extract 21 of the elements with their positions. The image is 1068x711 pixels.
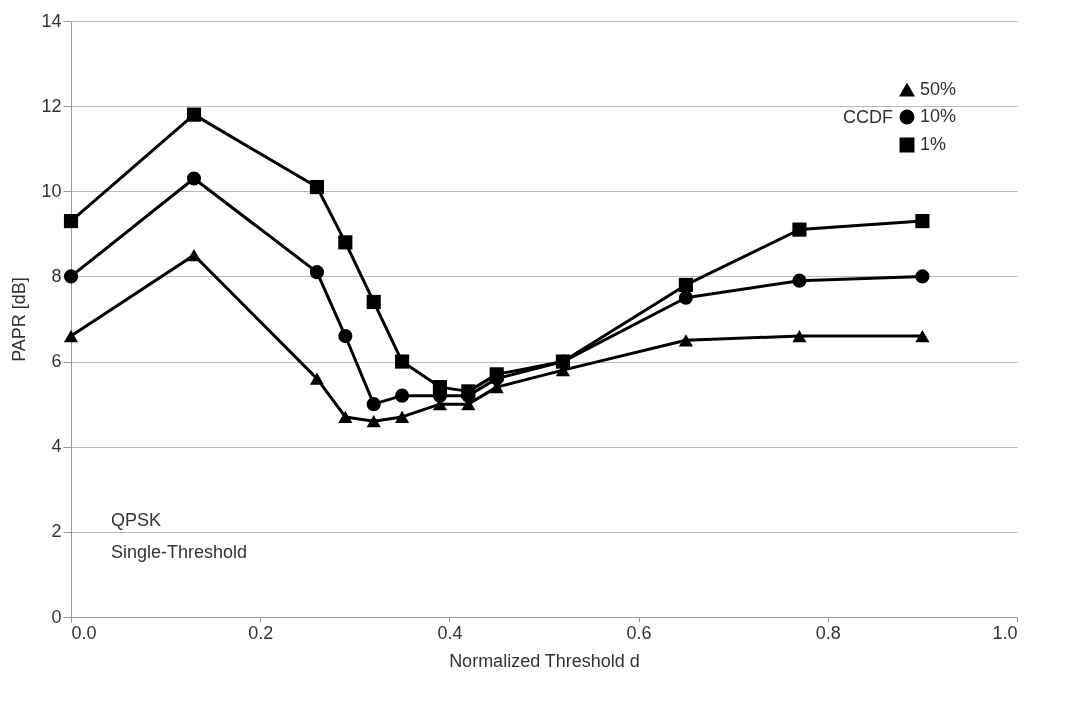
y-tick-label: 0 bbox=[51, 606, 62, 627]
y-tick-label: 10 bbox=[41, 180, 62, 201]
y-tick-label: 8 bbox=[51, 265, 62, 286]
x-tick-label: 0.8 bbox=[815, 622, 841, 643]
x-axis-title: Normalized Threshold d bbox=[449, 650, 640, 671]
y-tick-label: 6 bbox=[51, 351, 62, 372]
legend-label: 1% bbox=[920, 134, 947, 154]
legend-title: CCDF bbox=[843, 107, 893, 127]
x-tick-label: 0.6 bbox=[626, 622, 652, 643]
y-axis-title: PAPR [dB] bbox=[9, 277, 30, 362]
annotation: QPSK Single-Threshold bbox=[111, 510, 248, 562]
y-tick-label: 14 bbox=[41, 10, 62, 31]
x-tick-label: 1.0 bbox=[992, 622, 1018, 643]
x-tick-label: 0.4 bbox=[437, 622, 463, 643]
y-tick-label: 4 bbox=[51, 436, 62, 457]
x-tick-label: 0.2 bbox=[248, 622, 274, 643]
legend-label: 50% bbox=[920, 79, 957, 99]
legend-label: 10% bbox=[920, 106, 957, 126]
y-tick-label: 2 bbox=[51, 521, 62, 542]
x-tick-label: 0.0 bbox=[71, 622, 97, 643]
y-tick-label: 12 bbox=[41, 95, 62, 116]
